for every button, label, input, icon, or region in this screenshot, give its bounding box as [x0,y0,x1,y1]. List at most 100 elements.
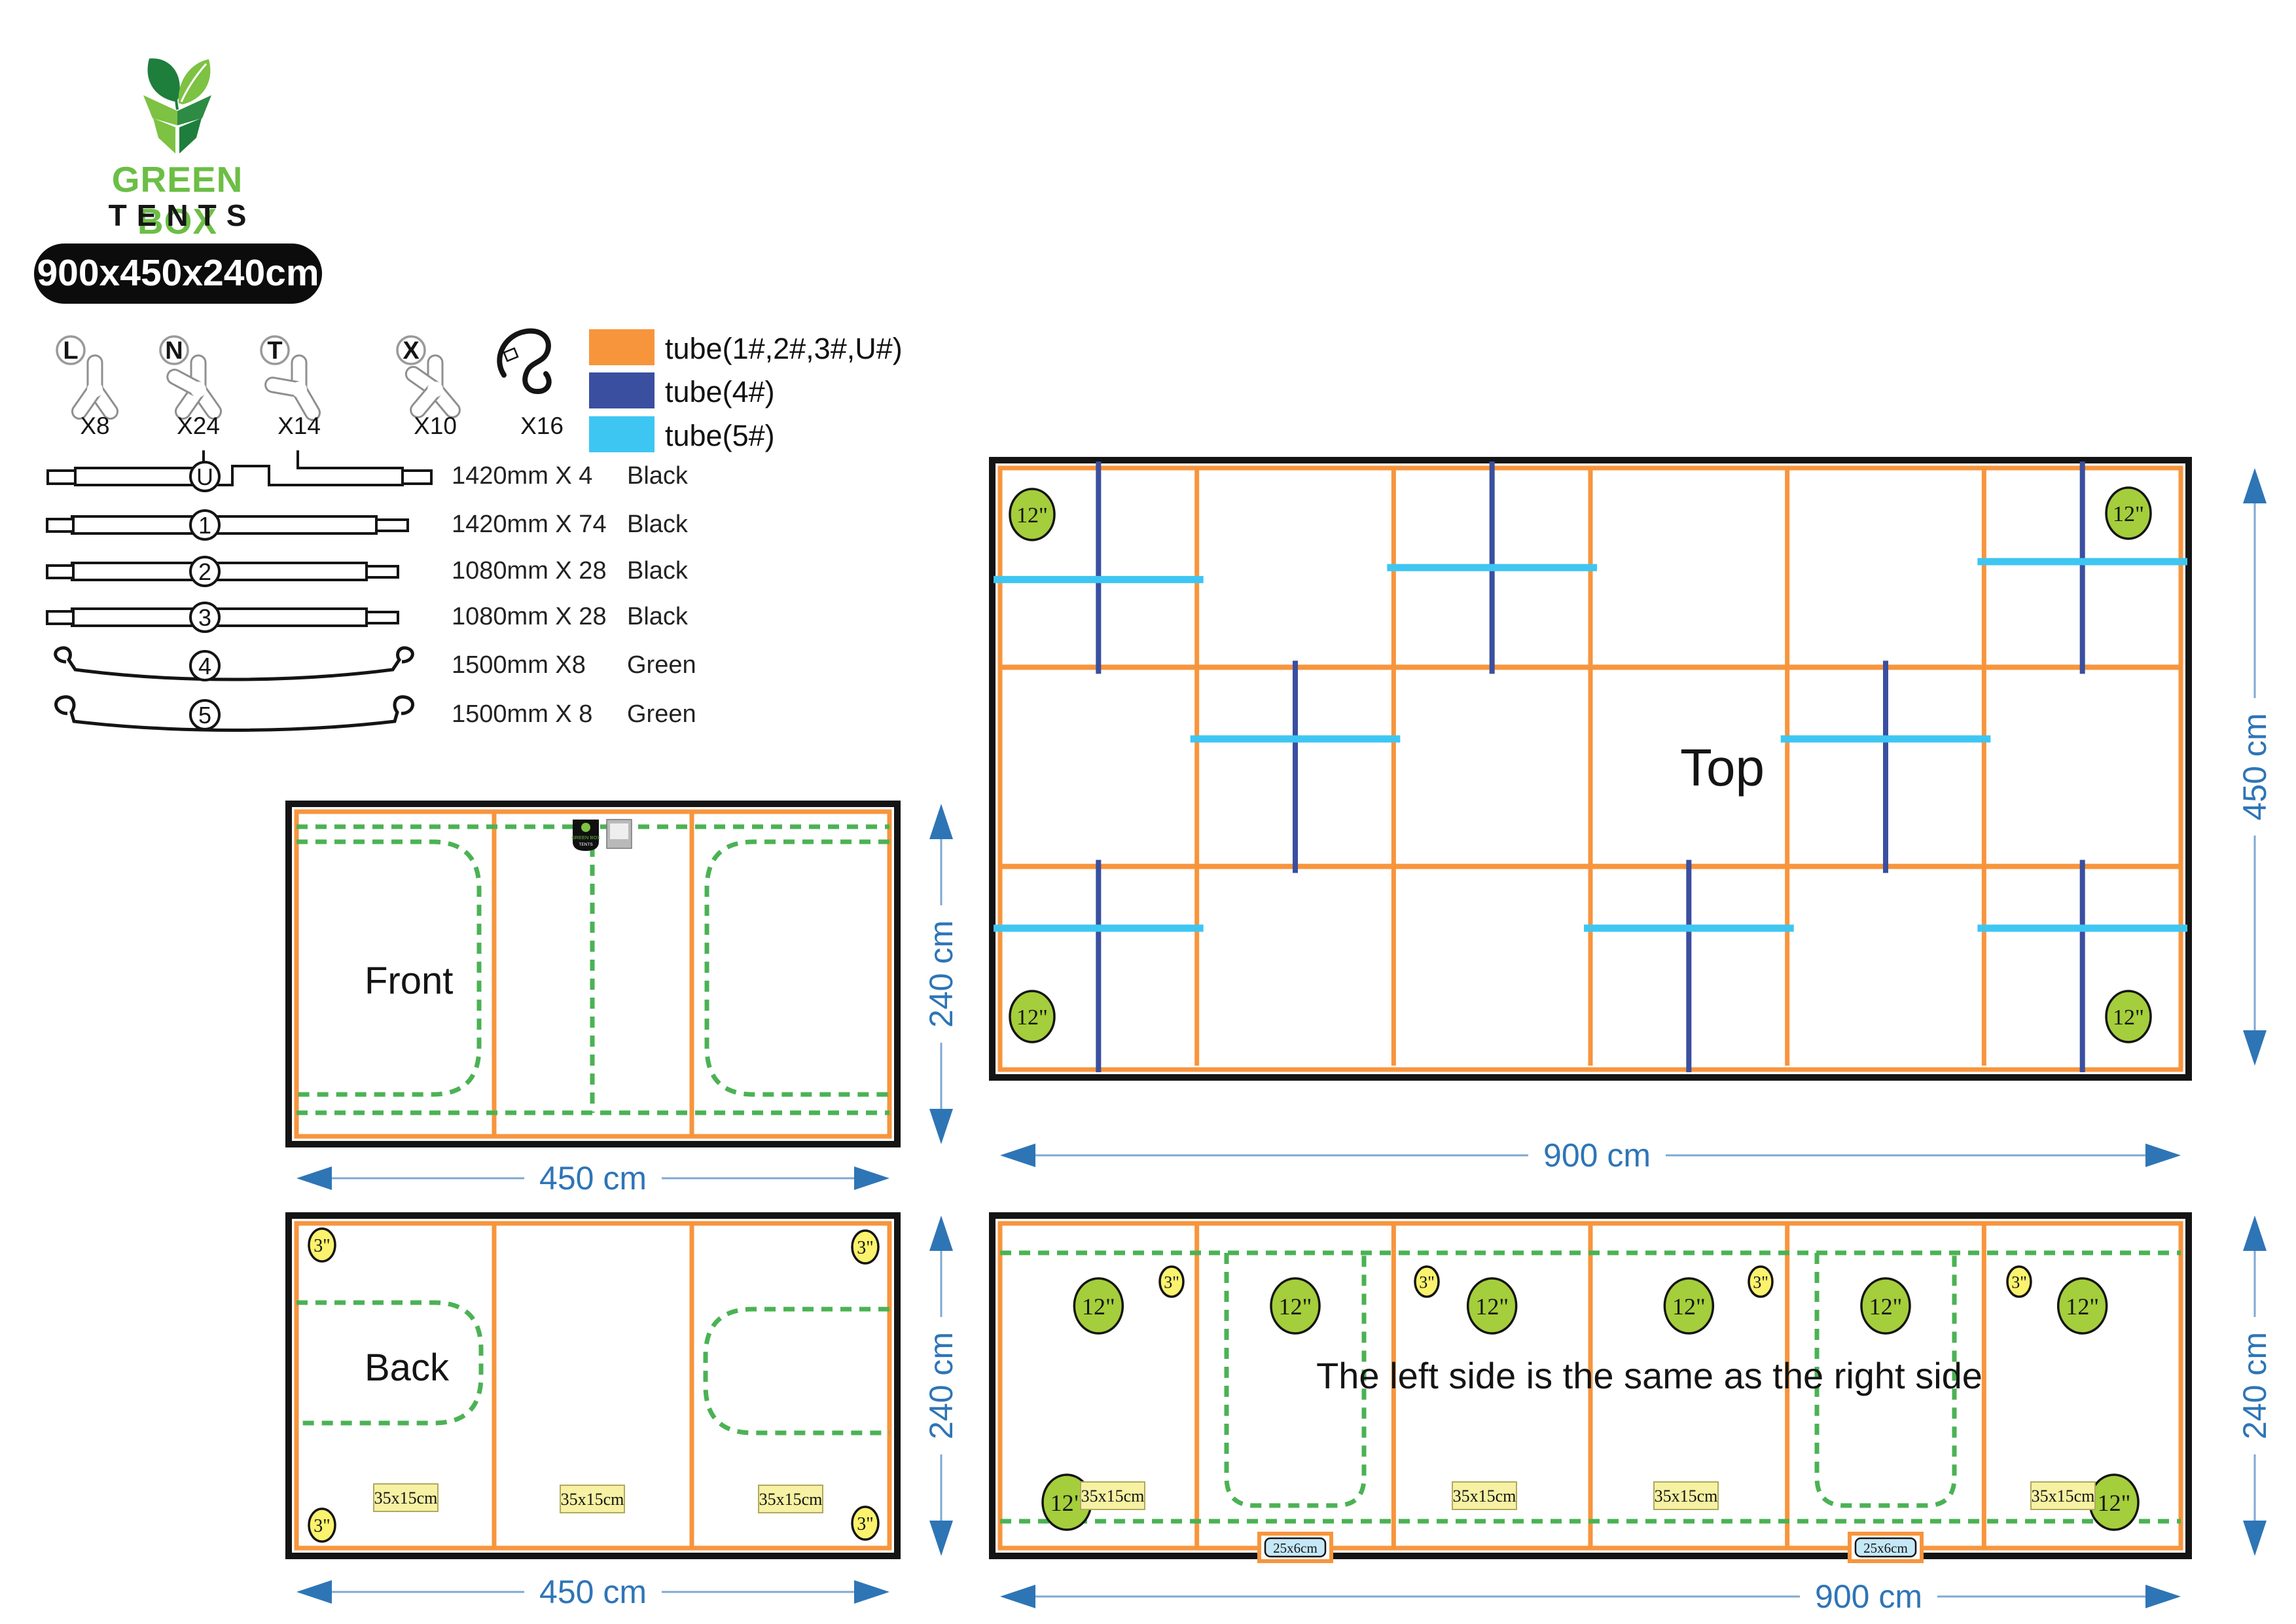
tube-finish: Black [627,511,688,538]
leaf-stem [170,67,179,110]
pocket-size-label: 35x15cm [1655,1487,1718,1506]
tube-end-cap [46,610,75,625]
logo-hang-tag: GREEN BOX TENTS [571,820,601,851]
tube-spec-list: 1420mm X 4 Black 1420mm X 74 Black 1080mm X … [452,450,759,742]
tube-end-cap [401,469,433,485]
dim-label-bg [2233,1317,2276,1454]
door-outline [1224,1253,1367,1508]
tube-end-tip [365,611,399,624]
vent-circle [2105,486,2152,540]
vent-circle [1663,1277,1715,1335]
box-flap-left [143,95,177,126]
tube-4-drawing: 4 [54,646,414,681]
pocket-box [1653,1481,1719,1510]
dim-arrowhead [854,1580,889,1604]
dim-arrowhead [2243,1030,2267,1066]
pocket-size-label: 35x15cm [1081,1487,1145,1506]
window-outline-left [296,1300,484,1426]
panel-outer-frame [285,801,901,1147]
connector-letter-circle [260,335,290,365]
connector-letter-circle [159,335,189,365]
connectors-row: L X8 N X24 T X14 X X10 X16 [56,328,564,439]
tube-finish: Black [627,603,688,630]
legend-swatch [589,416,655,452]
tube-3-spec-row: 1080mm X 28 Black [452,603,753,633]
brand-subtitle: TENTS [108,198,257,232]
connector-X8: L X8 [56,335,119,439]
panel-tube-frame [294,809,892,1139]
panel-outer-frame [285,1212,901,1559]
dim-label-bg [1528,1134,1666,1177]
dim-arrowhead [929,804,953,839]
dim-arrowhead [929,1521,953,1556]
connector-letter: T [267,337,282,365]
connector-X14: T X14 [260,335,321,439]
vent-circle [1158,1265,1185,1298]
box-body-left [153,118,175,154]
box-flap-right [177,95,211,126]
dim-arrowhead [929,1216,953,1251]
dimension-label: 900 cm [1543,1137,1651,1174]
tube-id-circle [189,461,221,492]
dim-label-bg [2233,698,2276,836]
tube-finish: Green [627,651,696,679]
tube-U-drawing: U [46,450,433,492]
vent-size-label: 12" [1279,1293,1312,1320]
vent-size-label: 3" [314,1516,330,1536]
connector-count: X16 [520,412,564,439]
dim-label-bg [524,1570,662,1614]
tube-2-spec-row: 1080mm X 28 Black [452,557,753,587]
tube-5-spec-row: 1500mm X 8 Green [452,700,753,731]
vent-circle [308,1507,336,1543]
tag-brand-text: GREEN BOX [571,835,601,840]
tube-id-circle [189,650,221,681]
tube-length-count: 1500mm X 8 [452,700,593,728]
connector-X10: X X10 [396,335,461,439]
tube-3-drawing: 3 [46,602,399,633]
panel-front: GREEN BOX TENTS Front 450 cm 240 cm [285,801,963,1200]
tube-id: U [196,463,213,490]
vent-circle [1009,990,1056,1043]
tube-bent-outline [54,646,414,681]
vent-circle [2006,1265,2032,1298]
tube-finish: Black [627,462,688,490]
connector-letter: N [165,337,183,365]
dimension-label: 240 cm [923,920,960,1028]
dimension-label: 450 cm [539,1160,647,1197]
legend-swatch [589,329,655,365]
door-outline-right [704,839,889,1097]
dim-label-bg [1800,1575,1937,1618]
dimension-label: 900 cm [1815,1578,1922,1615]
vent-size-label: 3" [1753,1272,1768,1291]
vent-size-label: 12" [1475,1293,1509,1320]
vent-size-label: 12" [2113,502,2144,526]
tube-4-spec-row: 1500mm X8 Green [452,651,753,681]
vent-size-label: 12" [1082,1293,1115,1320]
flap-box [1264,1537,1327,1558]
connector-letter: X [403,337,420,365]
tube-finish: Black [627,557,688,585]
care-label-inner [610,823,628,839]
vent-size-label: 3" [1419,1272,1435,1291]
tube-length-count: 1080mm X 28 [452,557,607,585]
panel-back: 3" 3" 3" 3" 35x15cm 35x15cm 35x15cm Back 450 cm 2… [285,1212,963,1614]
pocket-box [560,1485,625,1513]
pocket-box [758,1485,823,1513]
dim-arrowhead [1000,1144,1035,1167]
vent-size-label: 12" [1672,1293,1706,1320]
dim-arrowhead [2145,1585,2181,1608]
tag-brand-text2: TENTS [579,842,593,847]
dim-label-bg [524,1157,662,1200]
pocket-box [373,1483,439,1512]
flap-size-label: 25x6cm [1273,1540,1318,1556]
panel-side: 25x6cm 25x6cm 12" 12" 12" 12" 12" 12" 12" 12" 3" 3"… [989,1212,2276,1618]
tube-id: 3 [198,604,211,631]
vent-circle [1414,1265,1440,1298]
pocket-box [1452,1481,1517,1510]
window-outline-right [703,1307,889,1435]
dim-arrowhead [2243,1521,2267,1556]
vent-circle [308,1227,336,1263]
tube-U-spec-row: 1420mm X 4 Black [452,462,753,492]
tube-5-drawing: 5 [54,695,414,732]
